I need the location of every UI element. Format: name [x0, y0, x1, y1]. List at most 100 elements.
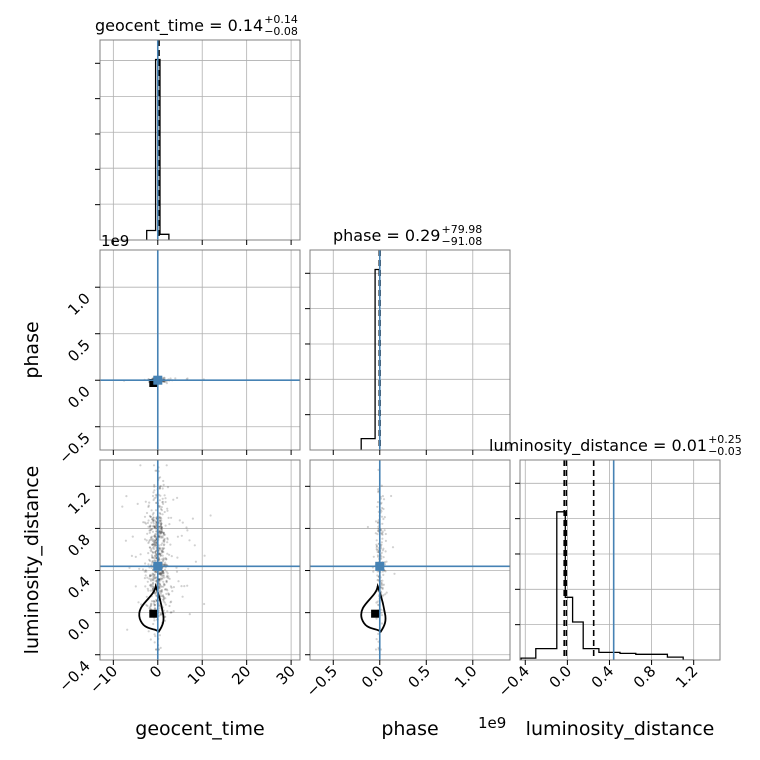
sample-point	[380, 586, 383, 589]
y-tick-label: 0.4	[64, 573, 94, 603]
sample-point	[158, 578, 161, 581]
sample-point	[150, 535, 154, 538]
sample-point	[152, 546, 155, 549]
sample-point	[153, 577, 156, 580]
sample-point	[160, 549, 163, 552]
sample-point	[385, 591, 388, 594]
sample-point	[162, 539, 165, 543]
sample-point	[149, 605, 152, 608]
sample-point	[160, 549, 163, 552]
sample-point	[147, 519, 150, 522]
sample-point	[155, 524, 158, 527]
sample-point	[160, 573, 163, 576]
sample-point	[159, 527, 163, 531]
sample-point	[169, 601, 172, 604]
sample-point	[377, 489, 380, 493]
sample-point	[159, 613, 162, 616]
sample-point	[372, 570, 375, 573]
sample-point	[384, 593, 387, 596]
sample-point	[375, 543, 378, 546]
density-peak-marker	[371, 609, 380, 618]
sample-point	[380, 608, 383, 611]
sample-point	[380, 543, 383, 546]
sample-point	[393, 572, 396, 575]
sample-point	[163, 612, 166, 615]
sample-point	[384, 550, 387, 553]
x-tick-label: 0.0	[546, 662, 576, 692]
title-upper-error: +79.98	[441, 223, 482, 236]
sample-point	[165, 558, 168, 561]
sample-point	[172, 498, 175, 501]
sample-point	[152, 518, 155, 522]
sample-point	[380, 614, 384, 617]
sample-point	[161, 500, 164, 503]
sample-point	[148, 529, 151, 532]
sample-point	[159, 572, 162, 575]
sample-point	[158, 519, 161, 522]
sample-point	[149, 536, 152, 539]
sample-point	[162, 550, 165, 554]
sample-point	[158, 604, 161, 608]
sample-point	[377, 488, 380, 491]
sample-point	[146, 580, 149, 583]
sample-point	[380, 515, 384, 518]
sample-point	[158, 559, 161, 562]
sample-point	[151, 561, 154, 564]
sample-point	[153, 525, 156, 529]
sample-point	[160, 519, 163, 522]
sample-point	[154, 534, 157, 538]
sample-point	[377, 525, 380, 528]
sample-point	[160, 590, 163, 593]
sample-point	[153, 599, 156, 603]
sample-point	[150, 521, 153, 524]
sample-point	[158, 552, 161, 555]
sample-point	[125, 495, 128, 498]
sample-point	[161, 536, 164, 539]
sample-point	[380, 555, 383, 558]
sample-point	[170, 516, 173, 519]
sample-point	[151, 585, 154, 588]
sample-point	[153, 577, 156, 580]
sample-point	[163, 533, 167, 536]
title-upper-error: +0.25	[708, 433, 742, 446]
sample-point	[144, 500, 147, 503]
sample-point	[163, 510, 166, 514]
panel-phase-vs-phase	[305, 249, 511, 455]
sample-point	[168, 523, 171, 526]
sample-point	[162, 502, 165, 505]
sample-point	[134, 585, 137, 588]
sample-point	[152, 573, 155, 577]
x-tick-label: 30	[273, 662, 299, 688]
sample-point	[168, 593, 171, 596]
sample-point	[163, 547, 166, 550]
sample-point	[160, 531, 163, 534]
sample-point	[152, 579, 155, 582]
sample-point	[158, 535, 161, 538]
sample-point	[155, 526, 158, 529]
sample-point	[160, 590, 163, 593]
sample-point	[150, 547, 153, 551]
sample-point	[374, 648, 378, 651]
sample-point	[166, 610, 169, 613]
sample-point	[152, 543, 156, 546]
sample-point	[165, 579, 168, 583]
title-lower-error: −91.08	[441, 235, 482, 248]
sample-point	[376, 574, 379, 577]
panel-content	[146, 40, 170, 240]
sample-point	[381, 522, 384, 525]
sample-point	[164, 556, 167, 560]
sample-point	[165, 580, 168, 583]
sample-point	[177, 580, 180, 583]
sample-point	[148, 531, 151, 534]
sample-point	[146, 587, 149, 590]
sample-point	[172, 586, 175, 589]
sample-point	[166, 589, 169, 592]
sample-point	[147, 504, 150, 507]
sample-point	[161, 497, 164, 500]
sample-point	[380, 501, 383, 504]
sample-point	[151, 543, 154, 547]
sample-point	[380, 532, 383, 535]
panel-frame	[99, 39, 301, 241]
sample-point	[144, 569, 147, 572]
